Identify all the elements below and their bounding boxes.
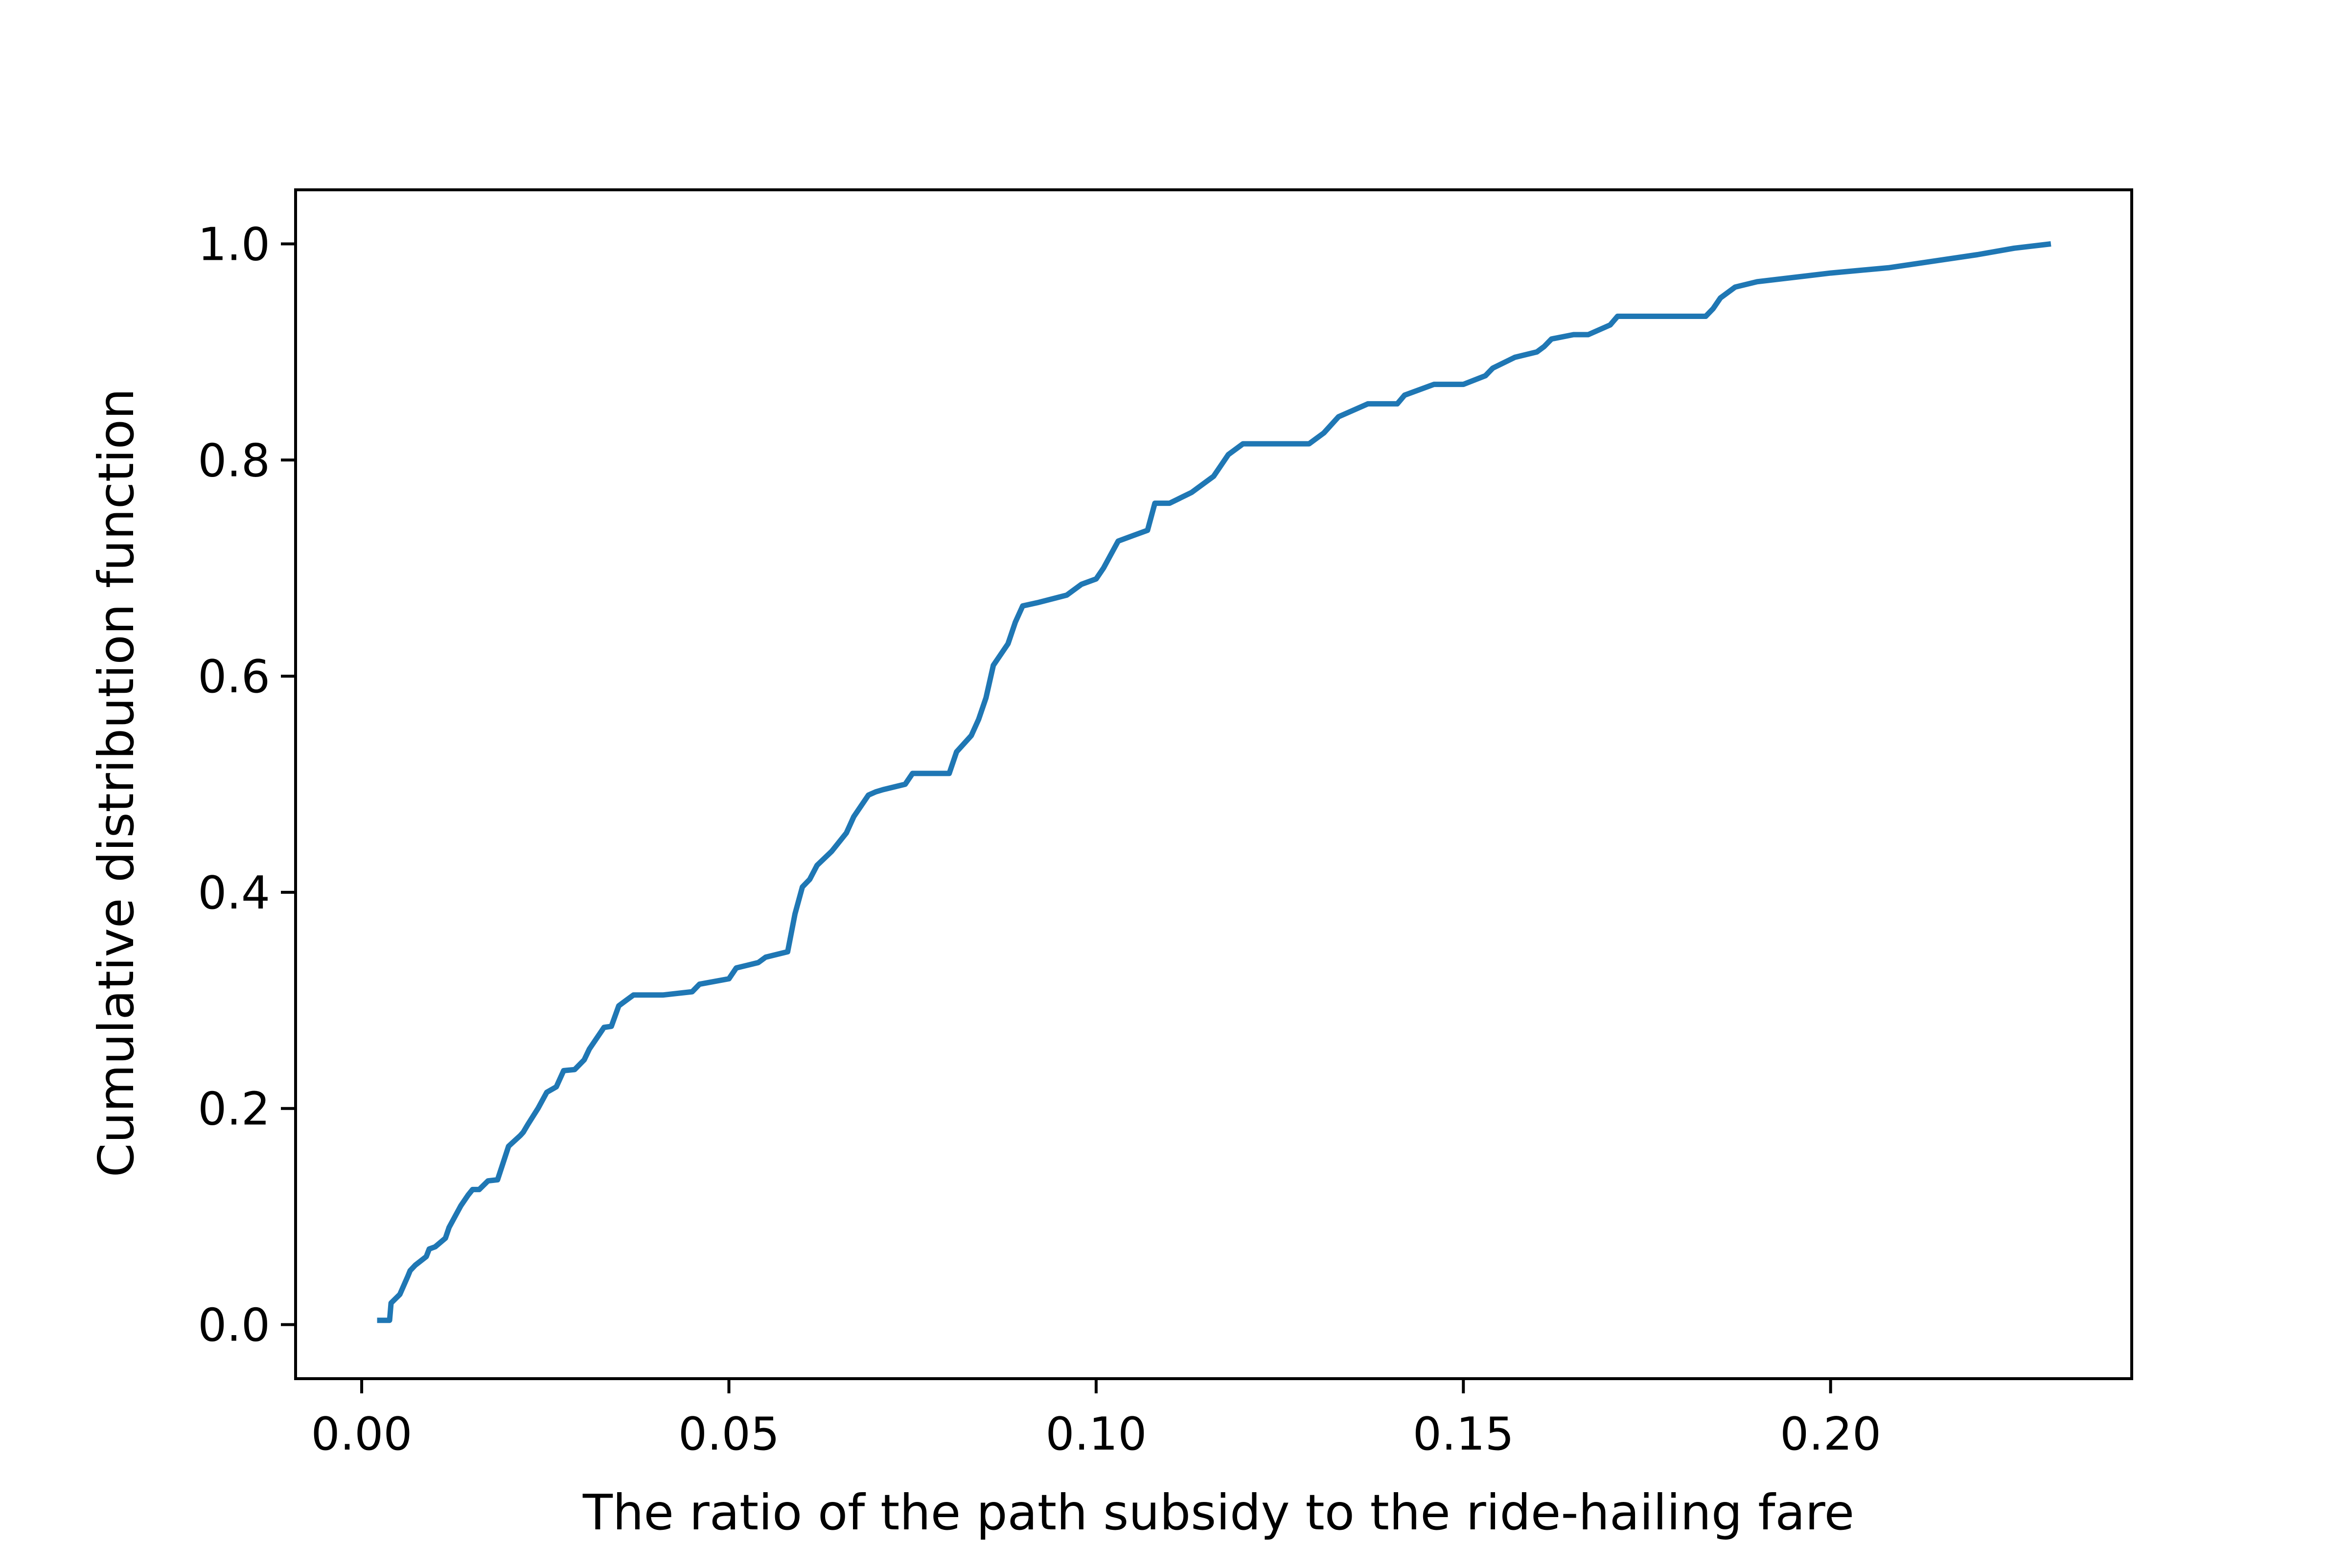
y-tick-label: 0.8 <box>198 434 270 487</box>
x-tick-label: 0.15 <box>1413 1408 1514 1460</box>
y-axis-ticks: 0.0 0.2 0.4 0.6 0.8 1.0 <box>198 218 296 1352</box>
axes-frame <box>294 188 2133 1380</box>
x-tick-label: 0.00 <box>311 1408 413 1460</box>
y-axis-label: Cumulative distribution function <box>88 388 145 1178</box>
y-tick-label: 0.2 <box>198 1083 270 1136</box>
y-tick-label: 0.4 <box>198 866 270 919</box>
y-tick-label: 0.0 <box>198 1299 270 1352</box>
x-tick-label: 0.10 <box>1045 1408 1147 1460</box>
y-tick-label: 1.0 <box>198 218 270 271</box>
y-tick-label: 0.6 <box>198 650 270 703</box>
x-axis-label: The ratio of the path subsidy to the rid… <box>582 1484 1854 1541</box>
x-tick-label: 0.05 <box>678 1408 780 1460</box>
cdf-series-line <box>377 241 2051 1323</box>
x-tick-label: 0.20 <box>1780 1408 1881 1460</box>
plot-area <box>294 188 2133 1380</box>
x-axis-ticks: 0.00 0.05 0.10 0.15 0.20 <box>311 1379 1881 1460</box>
